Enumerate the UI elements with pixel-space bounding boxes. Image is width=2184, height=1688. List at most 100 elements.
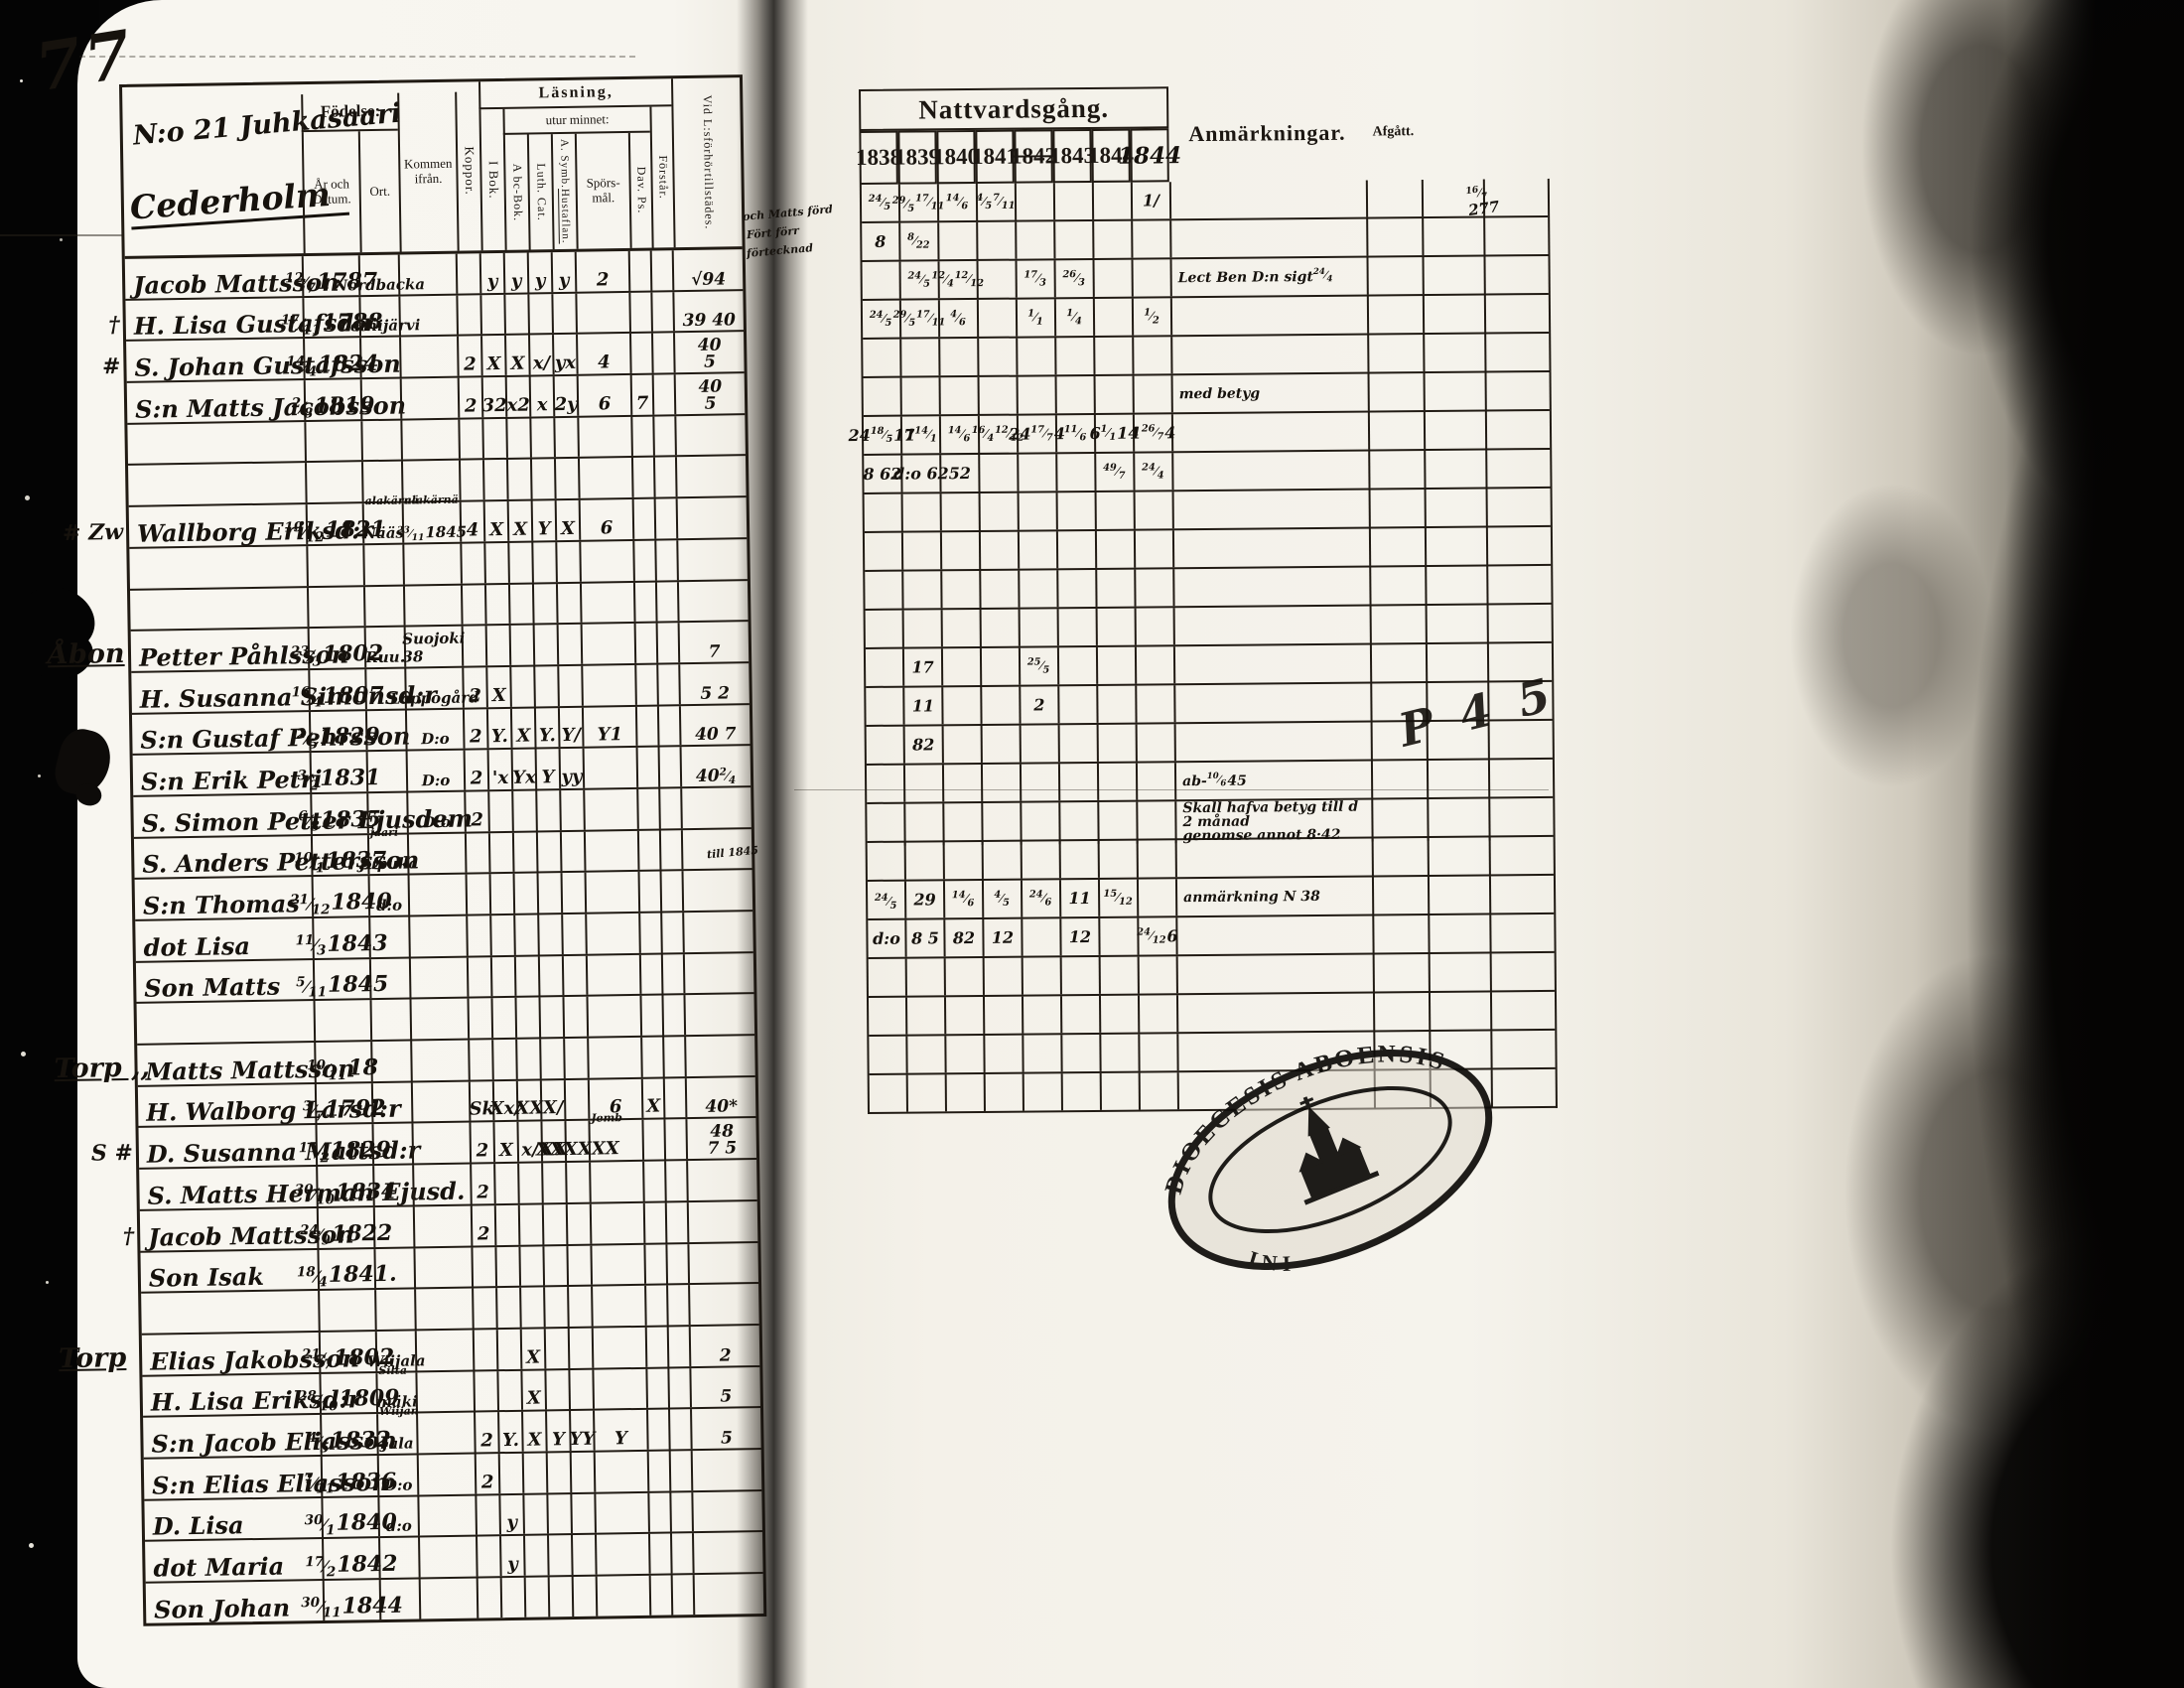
communion-date [1057, 492, 1097, 530]
birth-place: d:o [369, 875, 411, 916]
header-vid-line1: Vid L:sförhör [700, 94, 716, 174]
reading-mark [563, 914, 588, 954]
reading-mark [540, 997, 566, 1038]
remark: ab- 10⁄6 45 [1175, 761, 1374, 800]
reading-mark [664, 1037, 687, 1077]
reading-mark [646, 1327, 670, 1367]
reading-mark: y [480, 252, 506, 293]
communion-date: 4⁄5 [983, 880, 1024, 917]
reading-mark: XXXXXX [536, 1121, 619, 1162]
reading-mark [565, 1038, 590, 1078]
communion-date [903, 571, 943, 609]
communion-date [1021, 725, 1060, 763]
reading-mark [579, 458, 634, 498]
remark: Lect Ben D:n sigt 24⁄4 [1171, 257, 1369, 297]
reading-mark [581, 582, 636, 623]
communion-date [1137, 763, 1177, 800]
reading-mark: y [552, 251, 578, 292]
reading-mark [474, 1288, 498, 1329]
reading-mark: 2 [466, 791, 490, 832]
header-symb-hustaflan: A. Symb. Hustaflan. [550, 133, 577, 250]
reading-mark: Y. [535, 707, 561, 748]
person-name: S. Johan Gustafsson [126, 339, 401, 382]
reading-mark [468, 956, 493, 997]
communion-date [984, 996, 1024, 1034]
reading-mark [646, 1285, 669, 1326]
reading-mark: Y1 [583, 706, 638, 747]
person-name: S:n Jacob Eliasson [143, 1415, 397, 1459]
extra-cell [1485, 217, 1547, 255]
header-dav-ps: Dav. Ps. [627, 132, 652, 248]
reading-mark [557, 541, 582, 582]
came-from [408, 833, 468, 874]
departed [1369, 373, 1426, 411]
communion-date [866, 726, 905, 764]
birth-date: 3⁄7 1792 [303, 1082, 386, 1125]
person-name: Son Isak [140, 1249, 321, 1293]
communion-date [907, 1036, 947, 1073]
year-header: 1838 [856, 130, 901, 185]
reading-mark: 2 [472, 1204, 497, 1246]
communion-date [1055, 220, 1095, 259]
communion-date [869, 1036, 908, 1073]
birth-place: Ruu. [365, 627, 407, 668]
reading-mark: X [508, 500, 534, 541]
afgatt-note: 16⁄7 277 [1464, 184, 1501, 219]
reading-mark [650, 1533, 673, 1574]
extra-cell [1490, 760, 1552, 797]
came-from [420, 1578, 479, 1619]
communion-date [1022, 802, 1061, 845]
communion-date [1062, 1072, 1102, 1111]
departed [1368, 218, 1425, 256]
table-row: 17 25⁄5 [865, 642, 1553, 688]
communion-date [946, 1035, 986, 1073]
extra-cell [1490, 798, 1552, 841]
header-koppor: Koppor. [455, 91, 481, 251]
remark [1172, 335, 1370, 374]
reading-mark [516, 997, 542, 1038]
communion-date [940, 376, 980, 415]
communion-date [1060, 801, 1100, 845]
communion-date: 24 17⁄7 4 [1009, 415, 1065, 453]
communion-date [1101, 1034, 1141, 1071]
came-from [411, 998, 471, 1040]
communion-date [867, 842, 906, 880]
communion-date: 1⁄1 [1017, 299, 1057, 337]
came-from [416, 1330, 476, 1371]
communion-date: 8⁄22 [900, 222, 940, 260]
birth-date: 18⁄4 1841. [297, 1248, 397, 1290]
header-hustaflan: Hustaflan. [559, 189, 572, 244]
communion-date [1062, 1034, 1102, 1072]
communion-date [1024, 1035, 1063, 1072]
reading-mark [662, 913, 685, 953]
communion-date: 1/ [1132, 182, 1172, 219]
reading-mark [531, 459, 557, 499]
communion-date [1016, 183, 1056, 220]
communion-date [1098, 724, 1138, 762]
reading-mark: X [523, 1411, 548, 1452]
left-table-header: N:o 21 Juhkasaari Cederholm Födelse: År … [122, 77, 743, 259]
birth-date: 5⁄11 1845 [296, 958, 388, 1001]
came-from: alakärnä 23⁄11 1845 [396, 492, 468, 543]
reading-mark [666, 1161, 689, 1201]
reading-mark: X [487, 666, 512, 707]
came-from: D:o [406, 709, 466, 750]
reading-mark: X [556, 499, 582, 540]
reading-mark [660, 829, 684, 870]
birth-date: 30⁄11 1844 [301, 1580, 403, 1621]
reading-mark [505, 294, 530, 335]
person-name: Son Matts [135, 959, 316, 1003]
table-row: 24⁄5 29⁄5 17⁄11 4⁄6 1⁄1 1⁄4 1⁄2 [862, 294, 1550, 340]
reading-mark [531, 417, 556, 458]
header-afgatt: Afgått. [1372, 124, 1415, 140]
extra-cell [1426, 527, 1489, 566]
came-from [418, 1454, 478, 1495]
reading-mark [469, 998, 494, 1039]
table-row [865, 604, 1552, 649]
reading-mark [664, 1077, 688, 1118]
communion-date [905, 842, 945, 880]
came-from [413, 1122, 473, 1164]
reading-mark: 4 [578, 334, 632, 374]
